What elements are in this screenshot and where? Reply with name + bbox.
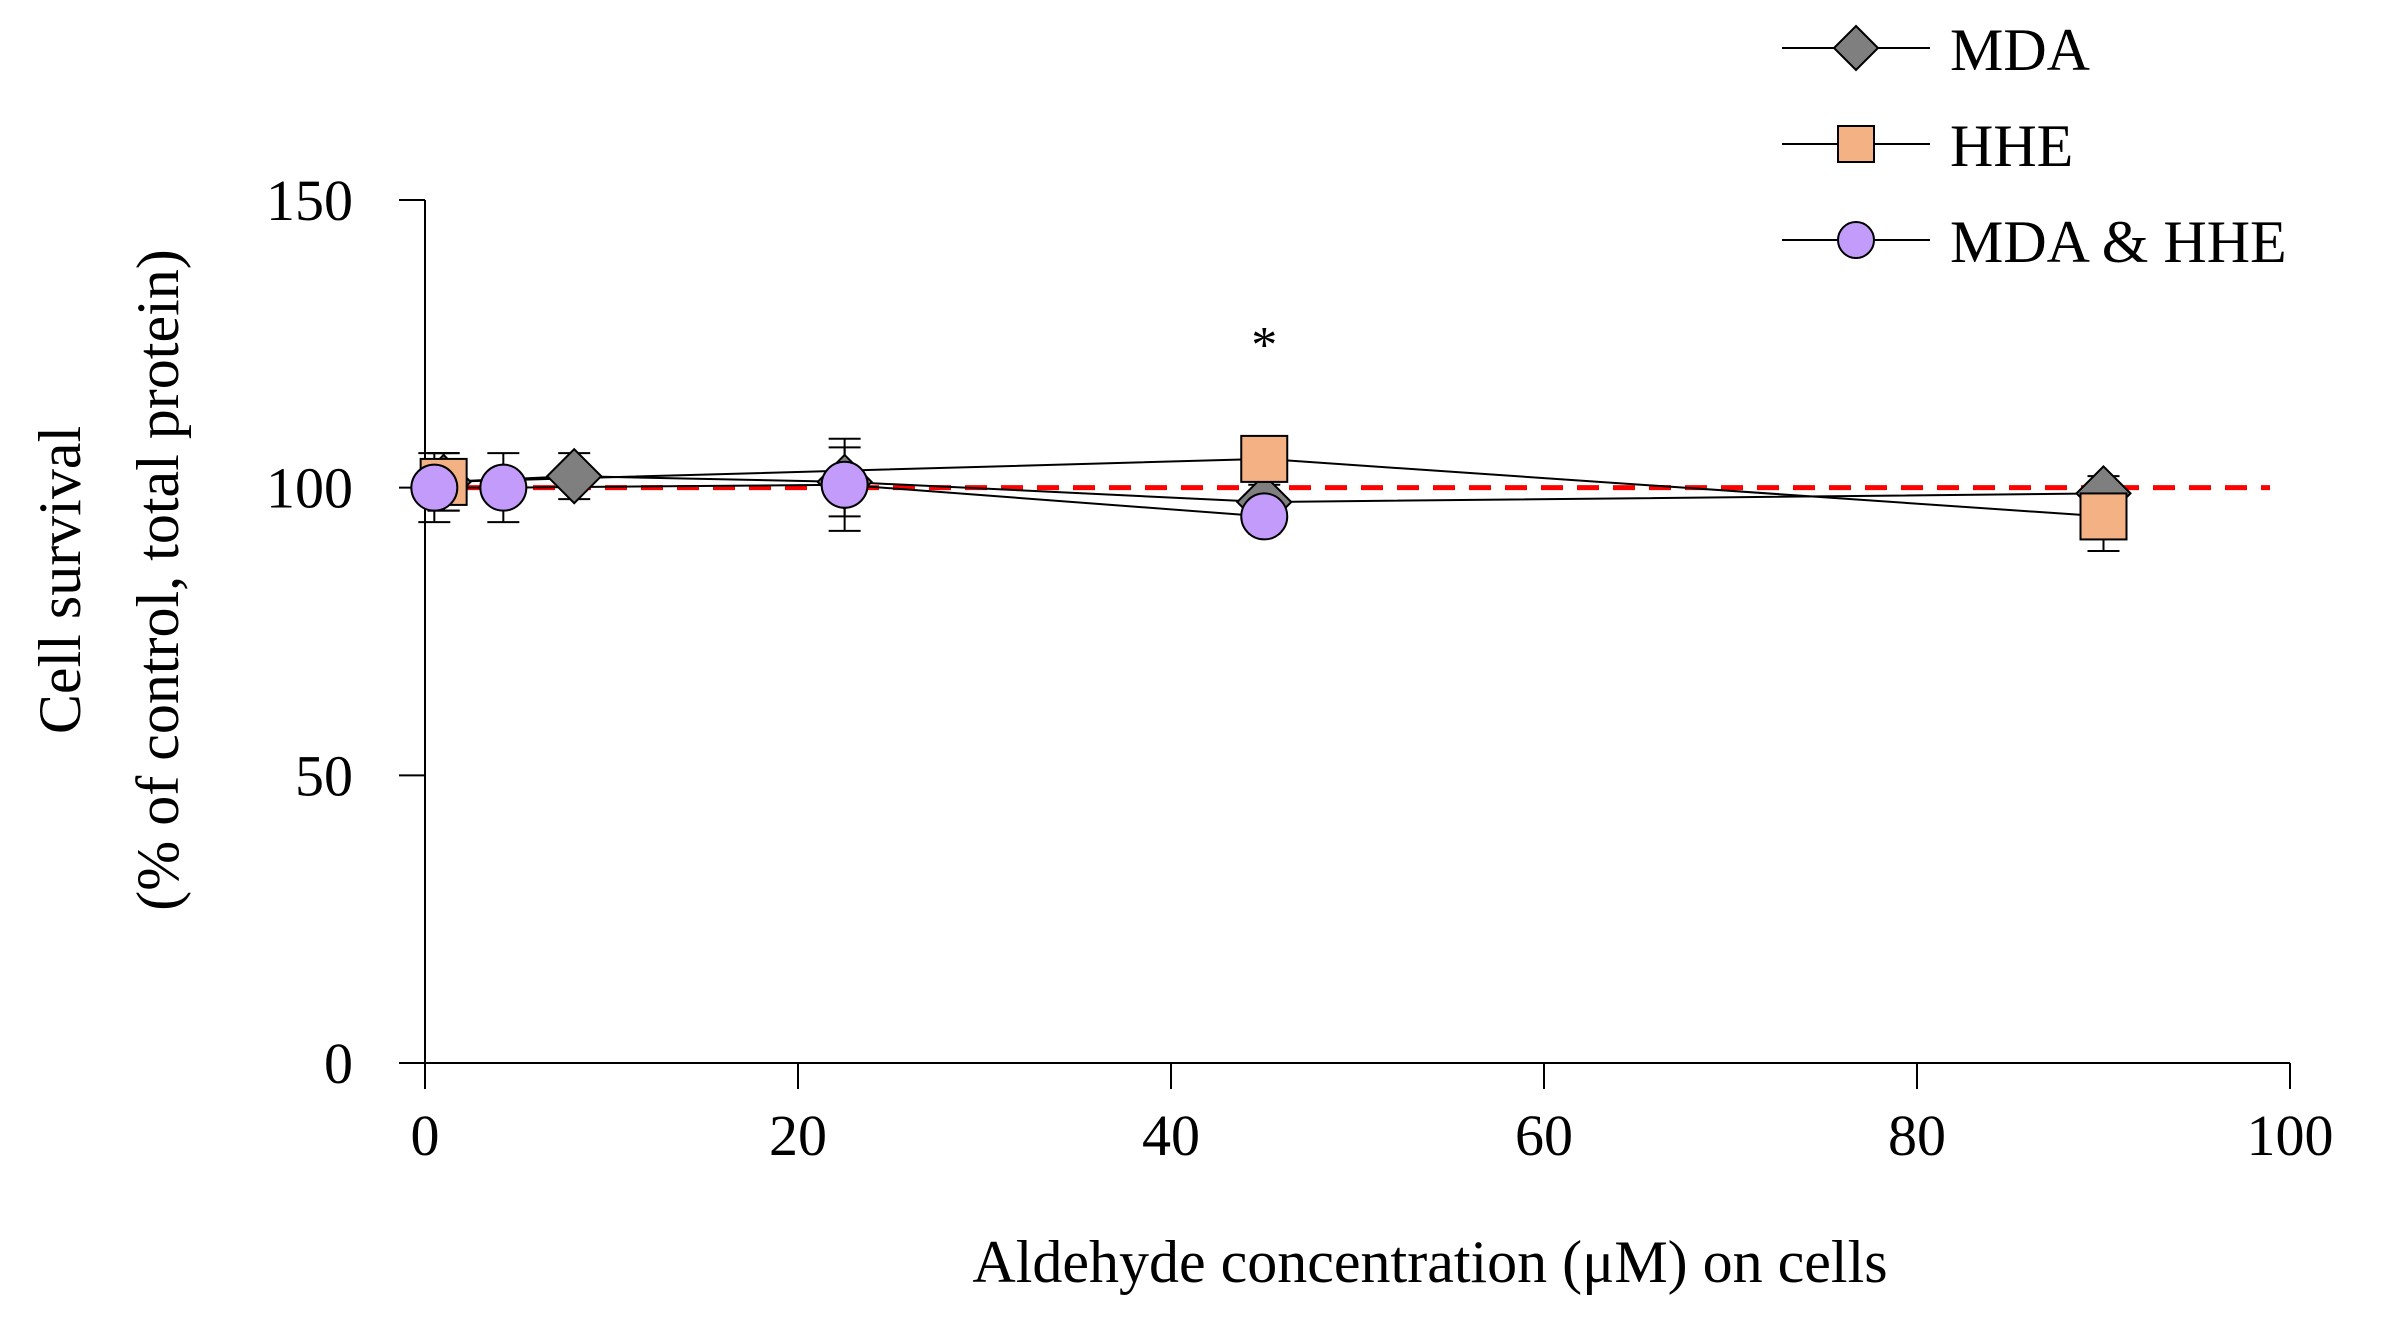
annotations: * — [1251, 317, 1277, 374]
axes — [424, 200, 2290, 1064]
ticks: 0 20 40 60 80 100 0 50 100 150 — [266, 168, 2334, 1168]
y-axis-label-line-2: (% of control, total protein) — [125, 249, 191, 910]
data-points — [410, 434, 2132, 541]
x-tick-label: 100 — [2247, 1103, 2334, 1168]
y-axis-label-line-1: Cell survival — [27, 426, 93, 734]
legend-marker-hhe — [1837, 125, 1875, 163]
legend-label: HHE — [1950, 113, 2073, 179]
x-tick-label: 0 — [411, 1103, 440, 1168]
significance-asterisk: * — [1251, 317, 1277, 374]
legend: MDA HHE MDA & HHE — [1782, 17, 2287, 275]
x-tick-label: 60 — [1515, 1103, 1573, 1168]
data-point-mda-hhe — [820, 460, 869, 509]
series-line-mda-hhe — [434, 483, 1265, 518]
x-tick-label: 40 — [1142, 1103, 1200, 1168]
legend-marker-mda — [1832, 24, 1880, 72]
x-axis-label: Aldehyde concentration (μM) on cells — [972, 1229, 1887, 1295]
data-point-mda-hhe — [479, 463, 528, 512]
x-tick-label: 80 — [1888, 1103, 1946, 1168]
y-tick-label: 150 — [266, 168, 353, 233]
data-point-hhe — [2079, 492, 2128, 541]
data-point-mda-hhe — [410, 463, 459, 512]
data-point-mda-hhe — [1240, 492, 1289, 541]
y-tick-label: 0 — [324, 1031, 353, 1096]
data-point-mda — [545, 447, 603, 505]
legend-label: MDA & HHE — [1950, 209, 2287, 275]
y-tick-label: 100 — [266, 456, 353, 521]
legend-marker-mda-hhe — [1837, 221, 1875, 259]
legend-label: MDA — [1950, 17, 2090, 83]
y-tick-label: 50 — [295, 743, 353, 808]
data-point-hhe — [1240, 434, 1289, 483]
x-tick-label: 20 — [769, 1103, 827, 1168]
